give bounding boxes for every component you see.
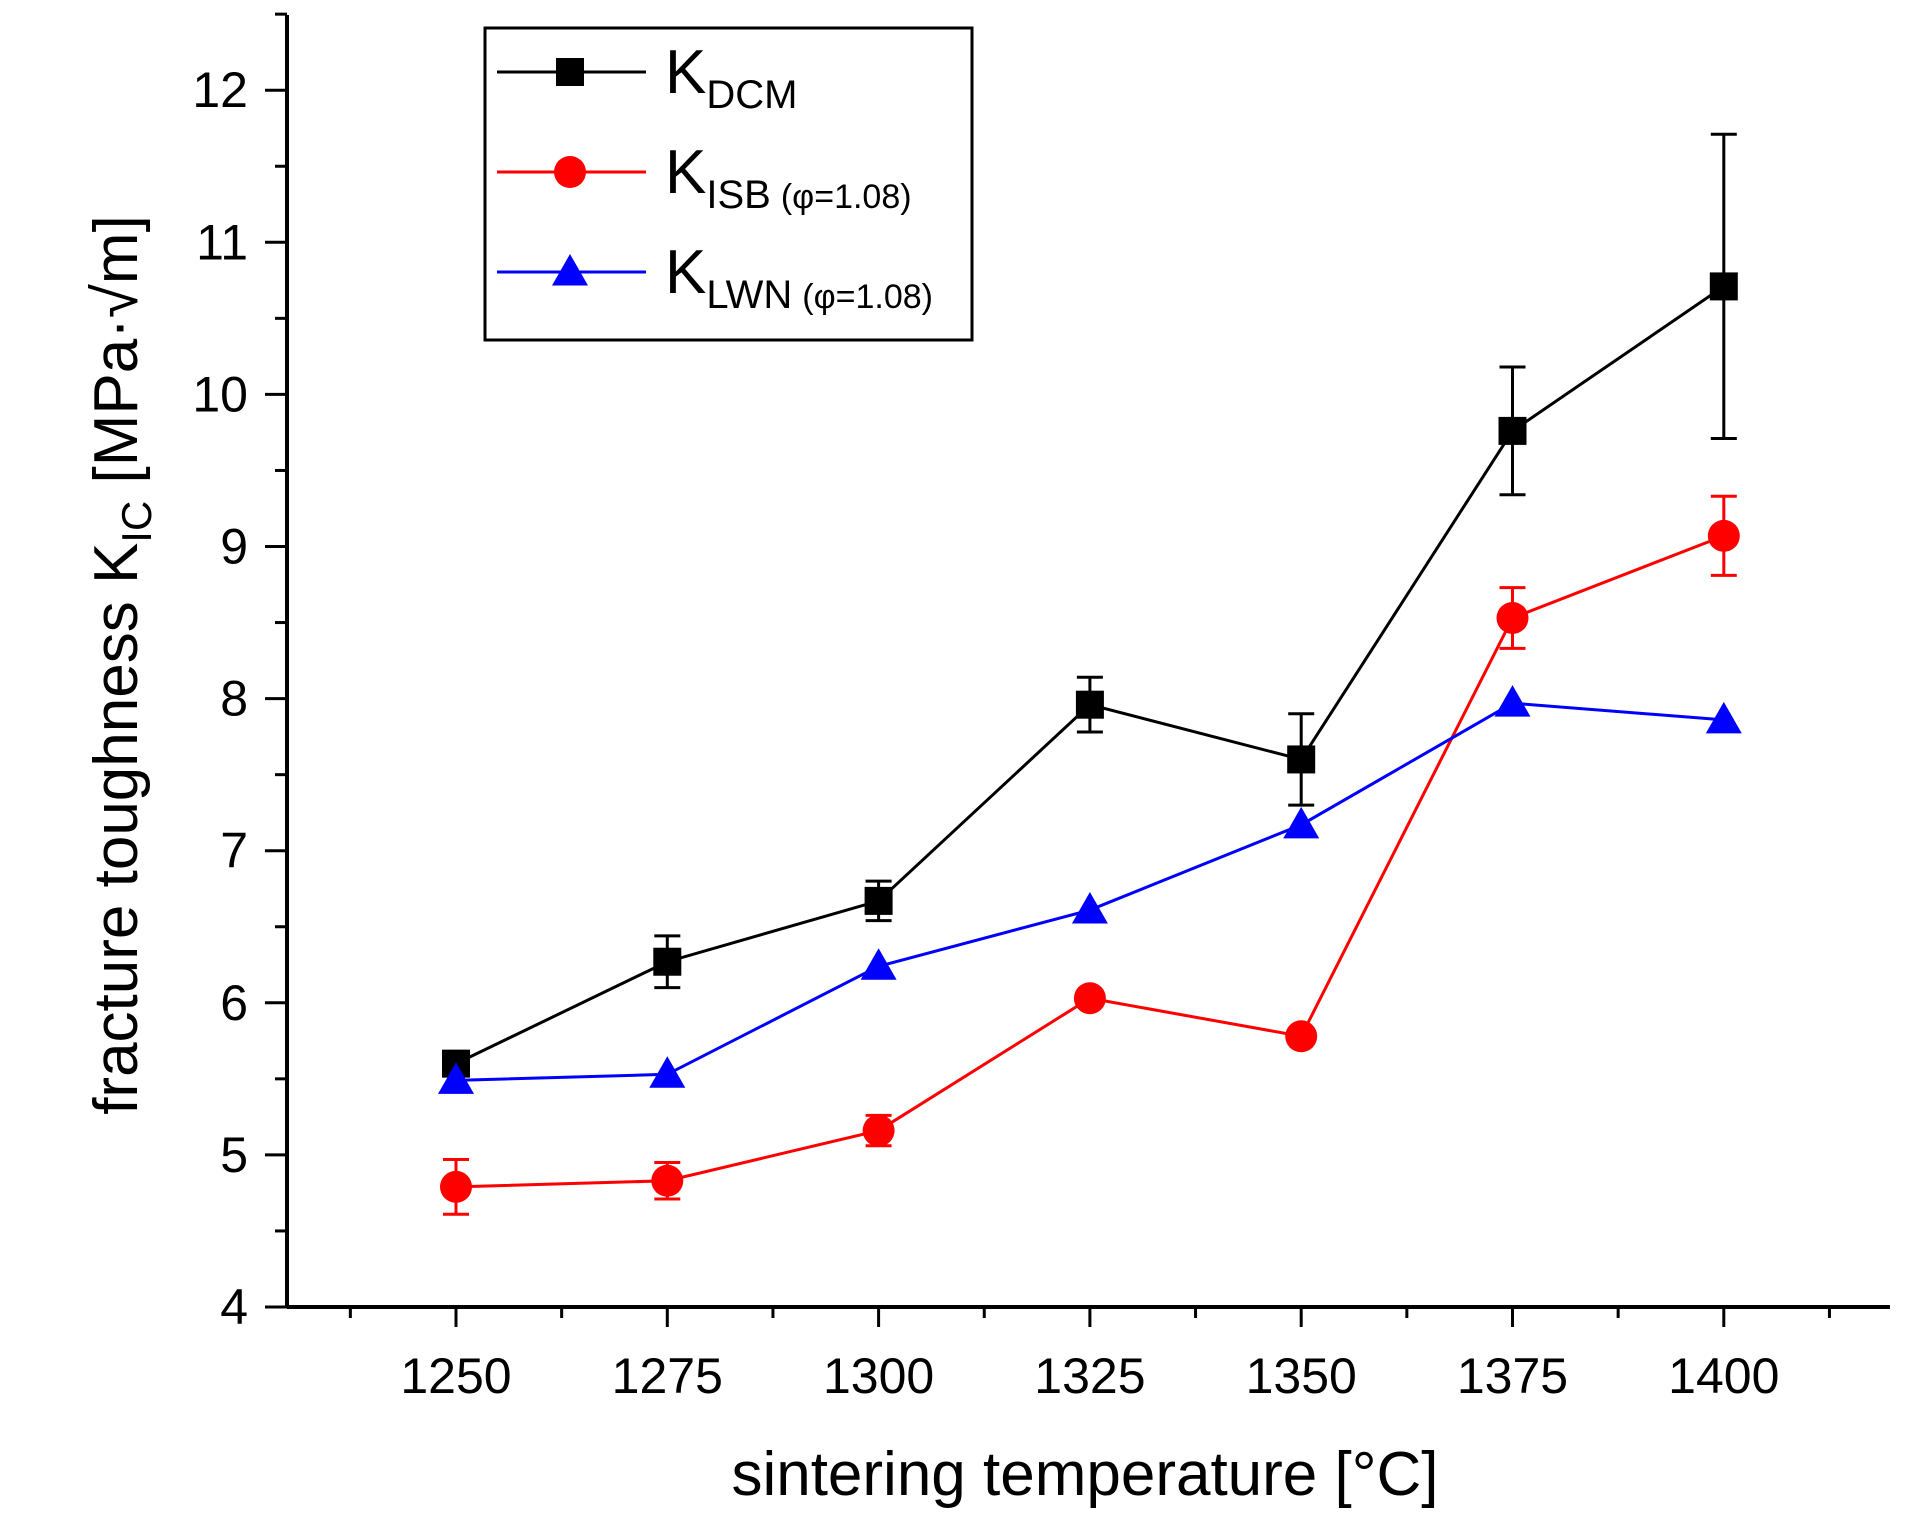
x-tick-label: 1300: [823, 1348, 934, 1404]
legend-label: KISB (φ=1.08): [665, 138, 912, 217]
series-1: [440, 494, 1740, 1216]
y-tick-label: 7: [220, 823, 248, 879]
data-point: [651, 1164, 684, 1197]
data-point: [1707, 519, 1740, 552]
data-point: [653, 947, 682, 976]
data-point: [649, 1056, 686, 1088]
legend-label: KDCM: [665, 38, 797, 117]
y-tick-label: 12: [192, 62, 248, 118]
y-tick-label: 6: [220, 975, 248, 1031]
data-point: [1287, 745, 1316, 774]
y-tick-label: 10: [192, 366, 248, 422]
legend: KDCM KISB (φ=1.08) KLWN (φ=1.08): [483, 26, 974, 342]
data-point: [438, 1062, 474, 1094]
y-axis-title-sub: IC: [113, 501, 160, 543]
y-tick-label: 4: [220, 1279, 248, 1335]
x-tick-label: 1400: [1668, 1348, 1779, 1404]
data-point: [440, 1170, 472, 1203]
data-point: [1071, 892, 1108, 924]
data-point: [1496, 601, 1529, 634]
x-tick-label: 1275: [612, 1348, 723, 1404]
legend-item-2: KLWN (φ=1.08): [497, 238, 933, 317]
series-line: [455, 285, 1725, 1065]
series-line: [455, 534, 1725, 1189]
data-point: [1073, 982, 1106, 1015]
y-tick-label: 8: [220, 671, 248, 727]
y-axis-title-suffix: [MPa·√m]: [82, 215, 151, 500]
y-tick-label: 11: [196, 214, 248, 270]
series-0: [442, 132, 1738, 1078]
data-point: [1709, 272, 1738, 301]
data-point: [1705, 701, 1742, 734]
legend-label: KLWN (φ=1.08): [665, 238, 933, 317]
data-point: [1075, 690, 1104, 719]
legend-marker: [556, 58, 584, 86]
y-axis-title: fracture toughness KIC [MPa·√m]: [82, 215, 160, 1115]
ticks: 1250 1275 1300 1325 1350 1375 1400 4 5 6 7 8 9 10 11 12: [192, 12, 1831, 1404]
legend-item-1: KISB (φ=1.08): [497, 138, 912, 217]
legend-marker: [552, 254, 588, 286]
x-axis-title: sintering temperature [°C]: [731, 1440, 1438, 1509]
series-line: [455, 701, 1724, 1082]
y-tick-label: 5: [220, 1127, 248, 1183]
data-point: [862, 1114, 895, 1147]
legend-item-0: KDCM: [497, 38, 797, 117]
series-2: [438, 685, 1742, 1094]
data-point: [1498, 416, 1527, 445]
series-group: [438, 132, 1742, 1216]
data-point: [860, 948, 897, 980]
x-tick-label: 1250: [400, 1348, 511, 1404]
data-point: [864, 886, 893, 915]
y-tick-label: 9: [220, 519, 248, 575]
x-tick-label: 1350: [1246, 1348, 1357, 1404]
legend-marker: [554, 156, 586, 188]
data-point: [1285, 1020, 1318, 1053]
data-point: [1283, 806, 1320, 839]
x-tick-label: 1325: [1034, 1348, 1145, 1404]
x-tick-label: 1375: [1457, 1348, 1568, 1404]
data-point: [1494, 685, 1531, 717]
y-axis-title-prefix: fracture toughness K: [82, 543, 151, 1115]
